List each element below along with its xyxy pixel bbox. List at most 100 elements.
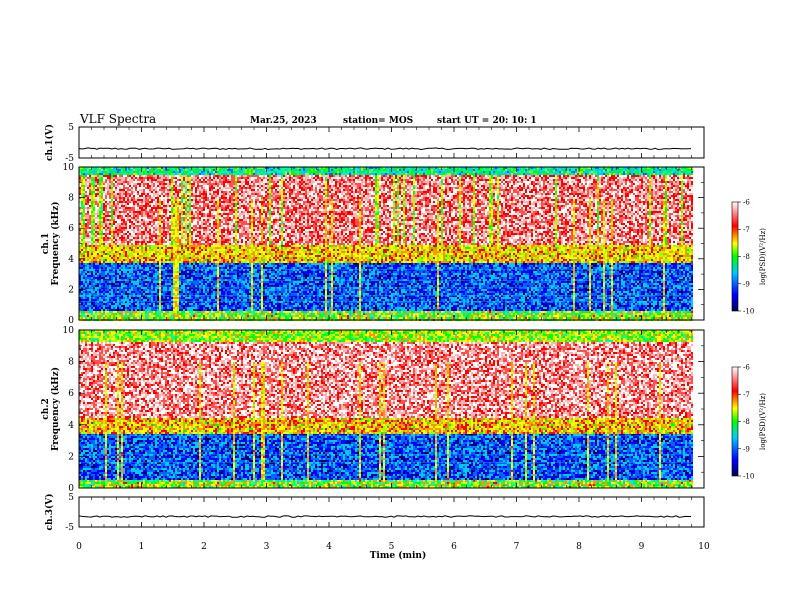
heatmap-cell (165, 173, 167, 175)
heatmap-cell (133, 221, 135, 223)
heatmap-cell (161, 173, 163, 175)
heatmap-cell (93, 245, 95, 247)
heatmap-cell (179, 199, 181, 201)
heatmap-cell (181, 227, 183, 229)
heatmap-cell (167, 207, 169, 209)
heatmap-cell (155, 299, 157, 301)
heatmap-cell (179, 191, 181, 193)
heatmap-cell (135, 185, 137, 187)
heatmap-cell (81, 183, 83, 185)
heatmap-cell (113, 197, 115, 199)
heatmap-cell (83, 237, 85, 239)
heatmap-cell (119, 309, 121, 311)
heatmap-cell (189, 195, 191, 197)
heatmap-cell (89, 173, 91, 175)
heatmap-cell (163, 169, 165, 171)
heatmap-cell (143, 229, 145, 231)
heatmap-cell (135, 315, 137, 317)
heatmap-cell (135, 255, 137, 257)
heatmap-cell (157, 267, 159, 269)
heatmap-cell (127, 187, 129, 189)
heatmap-cell (147, 243, 149, 245)
heatmap-cell (145, 249, 147, 251)
heatmap-cell (153, 207, 155, 209)
heatmap-cell (89, 221, 91, 223)
heatmap-cell (141, 303, 143, 305)
heatmap-cell (103, 239, 105, 241)
heatmap-cell (125, 289, 127, 291)
heatmap-cell (111, 171, 113, 173)
heatmap-cell (149, 277, 151, 279)
heatmap-cell (87, 211, 89, 213)
heatmap-cell (159, 261, 161, 263)
heatmap-cell (121, 259, 123, 261)
heatmap-cell (83, 221, 85, 223)
heatmap-cell (99, 243, 101, 245)
heatmap-cell (115, 197, 117, 199)
heatmap-cell (129, 205, 131, 207)
heatmap-cell (101, 233, 103, 235)
heatmap-cell (165, 211, 167, 213)
heatmap-cell (151, 235, 153, 237)
heatmap-cell (97, 289, 99, 291)
heatmap-cell (113, 191, 115, 193)
heatmap-cell (95, 243, 97, 245)
heatmap-cell (115, 209, 117, 211)
heatmap-cell (89, 303, 91, 305)
heatmap-cell (125, 315, 127, 317)
heatmap-cell (163, 265, 165, 267)
heatmap-cell (201, 247, 203, 249)
heatmap-cell (123, 265, 125, 267)
heatmap-cell (105, 307, 107, 309)
heatmap-cell (173, 271, 175, 273)
heatmap-cell (125, 185, 127, 187)
heatmap-cell (181, 297, 183, 299)
heatmap-cell (165, 255, 167, 257)
heatmap-cell (175, 225, 177, 227)
heatmap-cell (127, 253, 129, 255)
heatmap-cell (161, 231, 163, 233)
heatmap-cell (177, 247, 179, 249)
heatmap-cell (87, 243, 89, 245)
heatmap-cell (95, 219, 97, 221)
heatmap-cell (97, 193, 99, 195)
heatmap-cell (137, 303, 139, 305)
heatmap-cell (171, 265, 173, 267)
heatmap-cell (173, 307, 175, 309)
heatmap-cell (101, 289, 103, 291)
heatmap-cell (119, 187, 121, 189)
heatmap-cell (129, 203, 131, 205)
heatmap-cell (125, 173, 127, 175)
heatmap-cell (141, 301, 143, 303)
heatmap-cell (205, 201, 207, 203)
heatmap-cell (155, 177, 157, 179)
heatmap-cell (83, 223, 85, 225)
heatmap-cell (163, 181, 165, 183)
heatmap-cell (83, 283, 85, 285)
heatmap-cell (157, 255, 159, 257)
heatmap-cell (129, 201, 131, 203)
heatmap-cell (201, 295, 203, 297)
heatmap-cell (191, 211, 193, 213)
heatmap-cell (189, 187, 191, 189)
heatmap-cell (91, 281, 93, 283)
heatmap-cell (203, 213, 205, 215)
heatmap-cell (159, 181, 161, 183)
heatmap-cell (177, 301, 179, 303)
heatmap-cell (143, 253, 145, 255)
heatmap-cell (153, 307, 155, 309)
heatmap-cell (183, 205, 185, 207)
heatmap-cell (145, 193, 147, 195)
heatmap-cell (205, 205, 207, 207)
heatmap-cell (105, 205, 107, 207)
heatmap-cell (163, 229, 165, 231)
heatmap-cell (113, 273, 115, 275)
heatmap-cell (181, 315, 183, 317)
heatmap-cell (175, 215, 177, 217)
heatmap-cell (89, 205, 91, 207)
heatmap-cell (147, 173, 149, 175)
heatmap-cell (85, 181, 87, 183)
heatmap-cell (141, 203, 143, 205)
heatmap-cell (101, 303, 103, 305)
heatmap-cell (91, 235, 93, 237)
